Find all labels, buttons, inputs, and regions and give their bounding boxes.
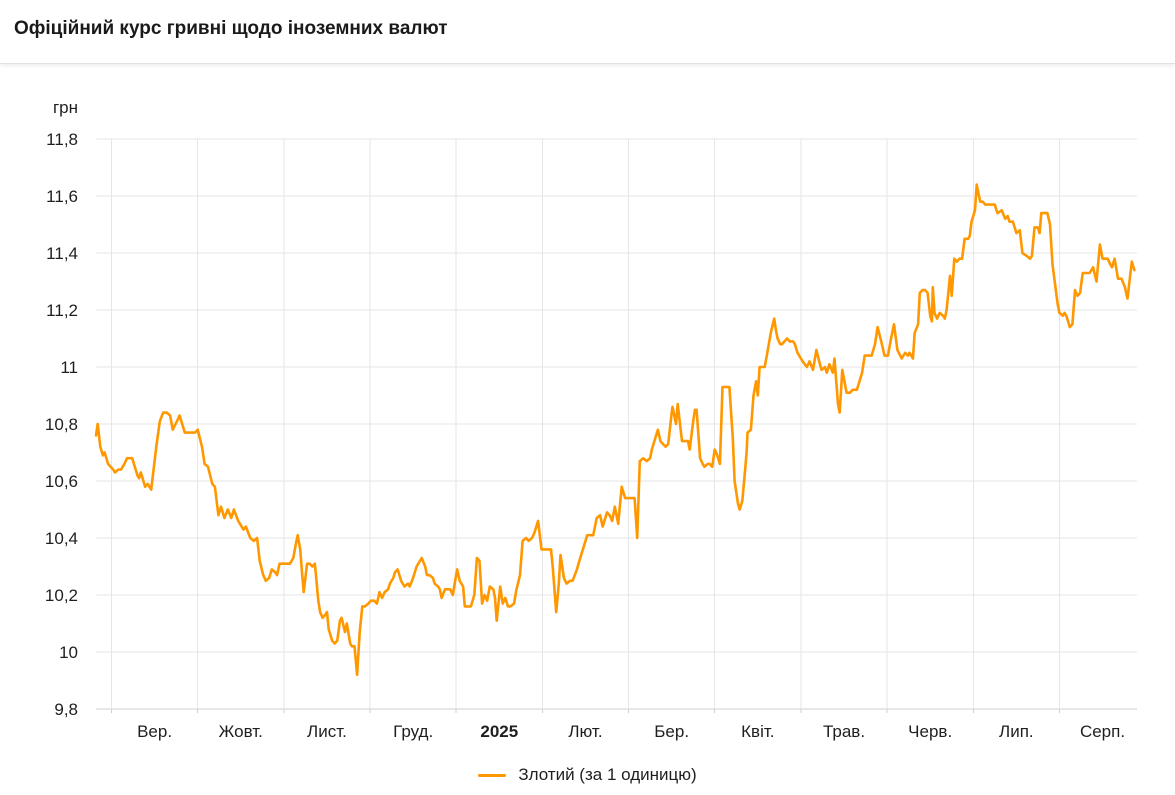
y-tick-label: 11,4 — [46, 244, 78, 263]
x-tick-label: Лип. — [999, 722, 1034, 741]
y-tick-label: 9,8 — [54, 700, 78, 719]
legend-label: Злотий (за 1 одиницю) — [518, 765, 697, 784]
x-tick-label: Бер. — [654, 722, 689, 741]
x-tick-label: Вер. — [137, 722, 172, 741]
x-tick-label: Трав. — [823, 722, 865, 741]
y-tick-label: 10,2 — [45, 586, 78, 605]
x-tick-label: Серп. — [1080, 722, 1125, 741]
y-axis-unit-label: грн — [52, 98, 78, 117]
x-tick-label: Груд. — [393, 722, 433, 741]
x-tick-label: Лист. — [307, 722, 347, 741]
y-tick-label: 10,8 — [45, 415, 78, 434]
y-tick-label: 10,6 — [45, 472, 78, 491]
legend-line-swatch — [478, 773, 507, 777]
y-tick-label: 10 — [59, 643, 78, 662]
x-tick-label: Черв. — [908, 722, 952, 741]
page-title: Офіційний курс гривні щодо іноземних вал… — [14, 18, 448, 39]
rate-line-series[interactable] — [94, 183, 1136, 677]
chart-legend[interactable]: Злотий (за 1 одиницю) — [0, 761, 1175, 789]
page-header: Офіційний курс гривні щодо іноземних вал… — [0, 0, 1175, 64]
y-tick-label: 11,8 — [46, 130, 78, 149]
x-tick-label: Лют. — [568, 722, 602, 741]
y-tick-label: 11,6 — [46, 187, 78, 206]
y-tick-label: 10,4 — [45, 529, 78, 548]
x-tick-label: 2025 — [480, 722, 518, 741]
x-tick-label: Жовт. — [219, 722, 263, 741]
y-tick-label: 11 — [60, 358, 78, 377]
y-tick-label: 11,2 — [46, 301, 78, 320]
x-tick-label: Квіт. — [741, 722, 774, 741]
